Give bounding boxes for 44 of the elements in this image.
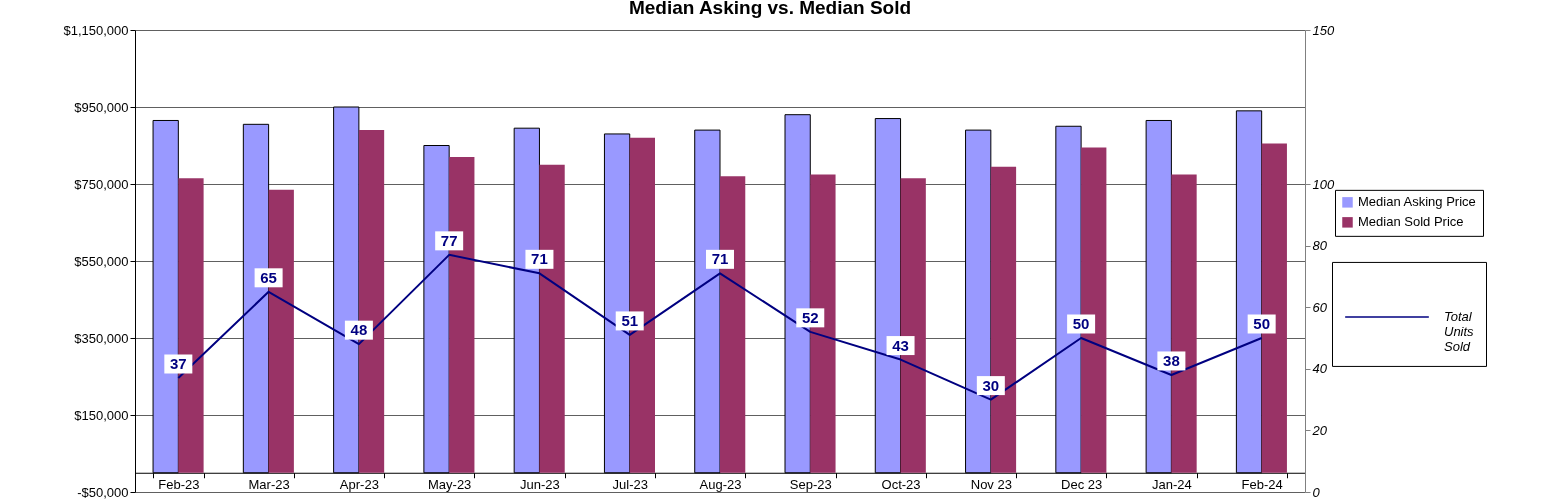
x-tick-label: Oct-23 <box>881 477 921 493</box>
y-tick-label: $750,000 <box>74 176 129 192</box>
x-tick-label: Feb-23 <box>158 477 200 493</box>
data-label: 43 <box>892 336 909 354</box>
data-label: 38 <box>1163 351 1180 369</box>
y-tick-label: $350,000 <box>74 330 129 346</box>
y2-tick-label: 100 <box>1312 176 1335 192</box>
data-label: 50 <box>1253 315 1271 332</box>
x-tick-label: Jul-23 <box>612 477 648 493</box>
y2-tick-label: 40 <box>1312 361 1328 377</box>
y2-tick-label: 0 <box>1312 484 1321 500</box>
y-tick-label: $950,000 <box>74 99 129 115</box>
x-tick-label: Aug-23 <box>699 477 742 493</box>
legend-label: Median Sold Price <box>1358 214 1464 230</box>
y-tick-label: $1,150,000 <box>63 22 129 38</box>
data-label: 71 <box>531 250 548 268</box>
data-label: 50 <box>1072 315 1090 332</box>
data-label: 30 <box>982 376 1000 394</box>
data-label: 65 <box>260 268 277 286</box>
x-tick-label: Feb-24 <box>1241 477 1283 493</box>
data-label: 51 <box>621 311 639 329</box>
chart-title: Median Asking vs. Median Sold <box>628 0 912 18</box>
data-label: 77 <box>440 231 458 249</box>
y2-tick-label: 60 <box>1312 299 1328 315</box>
x-tick-label: Nov 23 <box>970 477 1012 493</box>
y-tick-label: $550,000 <box>74 253 129 269</box>
x-tick-label: Sep-23 <box>789 477 832 493</box>
text: Total Units Sold <box>1444 308 1475 354</box>
data-label: 48 <box>350 321 368 339</box>
x-tick-label: Jun-23 <box>520 477 560 493</box>
legend-label: Median Asking Price <box>1358 194 1476 210</box>
data-label: 37 <box>169 355 187 373</box>
y2-tick-label: 20 <box>1311 422 1328 438</box>
x-tick-label: Jan-24 <box>1152 477 1192 493</box>
data-label: 71 <box>711 250 729 268</box>
y-tick-label: $150,000 <box>74 407 129 423</box>
y2-tick-label: 80 <box>1312 238 1328 254</box>
x-tick-label: Dec 23 <box>1061 477 1103 493</box>
y2-tick-label: 150 <box>1312 22 1335 38</box>
x-tick-label: Apr-23 <box>339 477 379 493</box>
y-tick-label: -$50,000 <box>77 484 129 500</box>
data-label: 52 <box>801 308 819 326</box>
x-tick-label: Mar-23 <box>248 477 290 493</box>
x-tick-label: May-23 <box>427 477 472 493</box>
